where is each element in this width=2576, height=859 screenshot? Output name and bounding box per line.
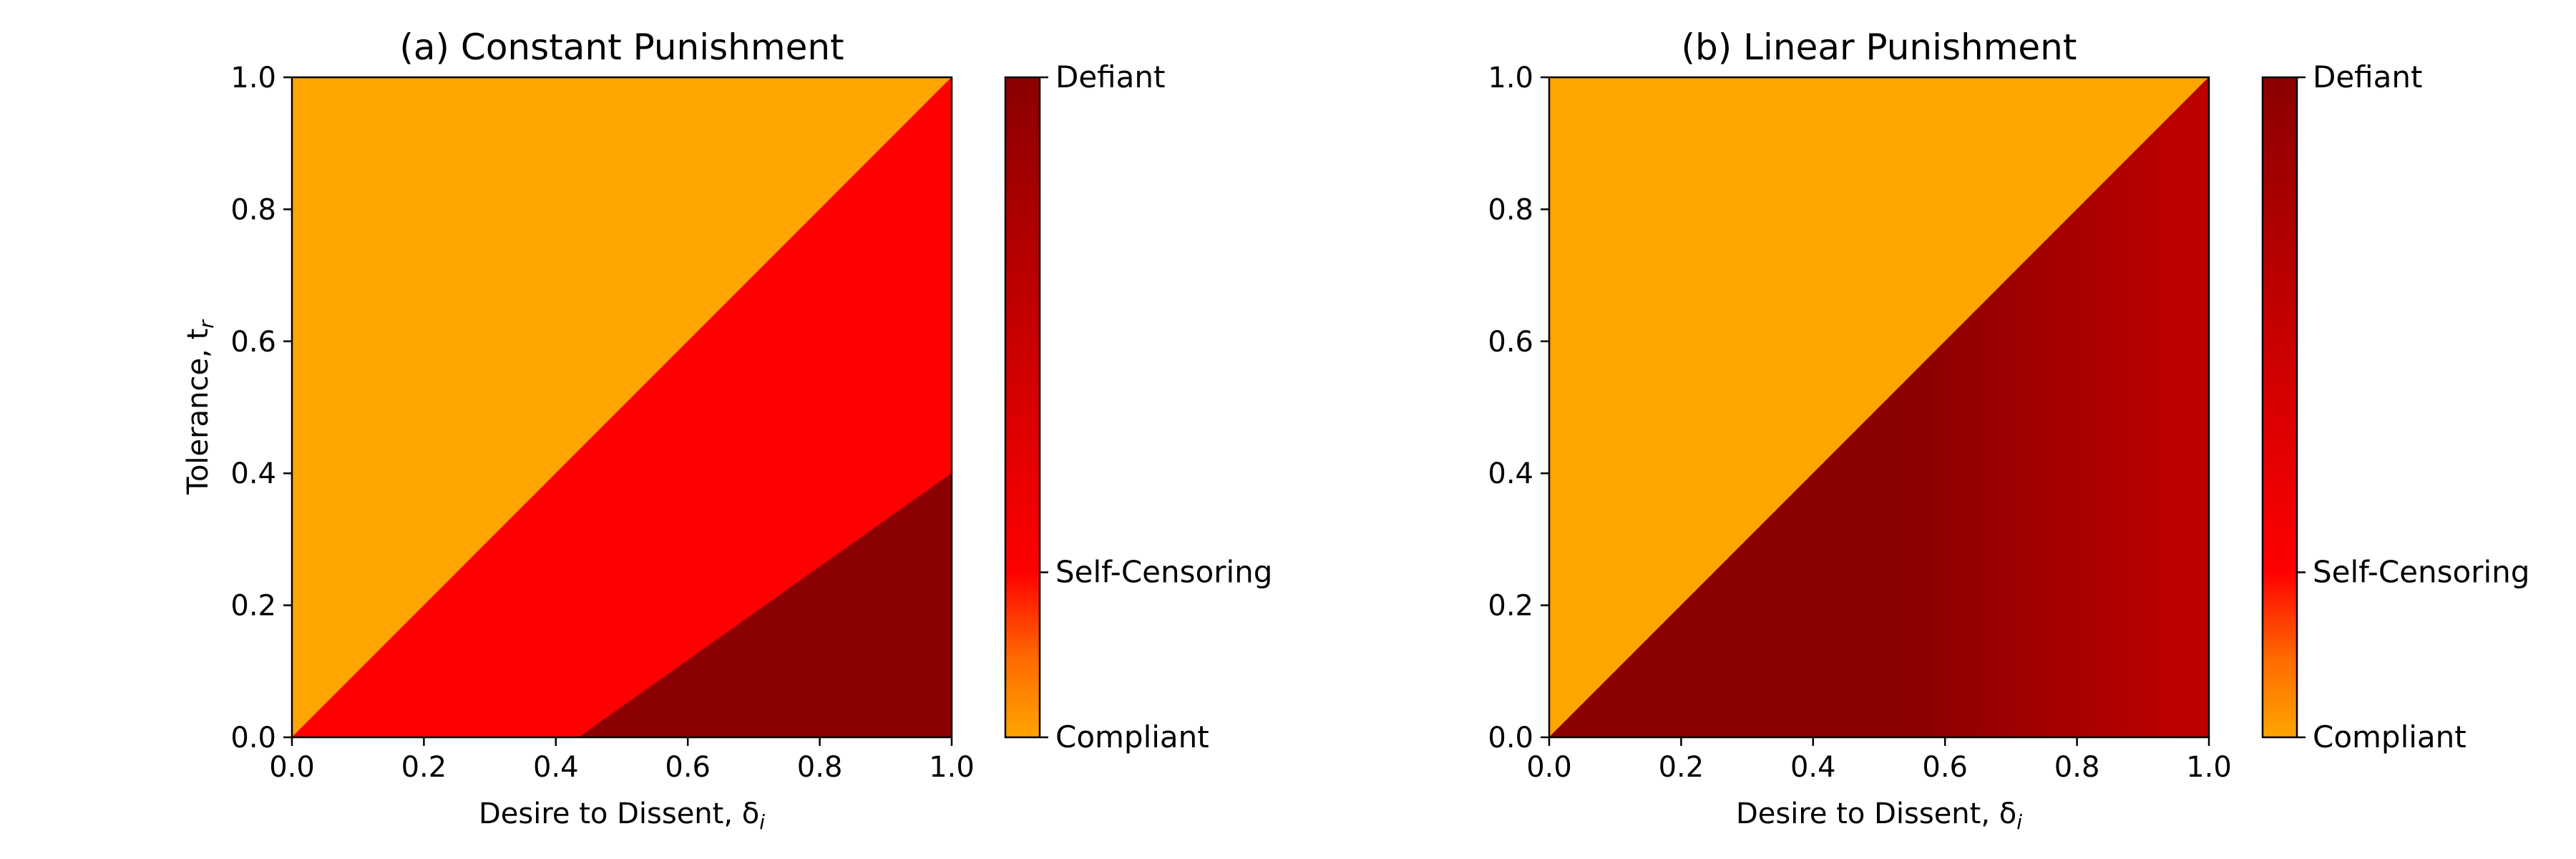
x-axis-label-subscript: i bbox=[759, 810, 765, 834]
y-tick-label: 1.0 bbox=[230, 62, 276, 94]
x-axis-label-text: Desire to Dissent, δ bbox=[1736, 797, 2016, 830]
colorbar-label-compliant: Compliant bbox=[1055, 719, 1209, 754]
x-axis-label: Desire to Dissent, δi bbox=[479, 797, 765, 834]
y-axis-label-subscript: r bbox=[195, 319, 218, 329]
x-tick-label: 0.6 bbox=[1922, 751, 1968, 784]
x-tick-label: 0.6 bbox=[665, 751, 711, 784]
y-tick-label: 0.0 bbox=[1488, 722, 1533, 754]
x-tick-label: 0.8 bbox=[2054, 751, 2100, 784]
x-axis-label-text: Desire to Dissent, δ bbox=[479, 797, 759, 830]
y-tick-label: 0.6 bbox=[230, 326, 276, 359]
y-axis-label-text: Tolerance, t bbox=[182, 329, 215, 495]
chart-title: (a) Constant Punishment bbox=[399, 26, 844, 68]
x-tick-label: 0.8 bbox=[797, 751, 843, 784]
colorbar-label-compliant: Compliant bbox=[2313, 719, 2467, 754]
plot-frame bbox=[291, 76, 953, 739]
x-tick-label: 0.2 bbox=[1659, 751, 1704, 784]
y-tick-label: 0.8 bbox=[1488, 193, 1533, 226]
x-tick-label: 1.0 bbox=[929, 751, 975, 784]
colorbar-label-self-censoring: Self-Censoring bbox=[1055, 555, 1272, 590]
panel-constant-punishment: 0.0 0.2 0.4 0.6 0.8 1.0 0.0 0.2 0.4 0.6 0.8 1.0 (a) … bbox=[182, 26, 1272, 834]
x-tick-label: 0.4 bbox=[533, 751, 579, 784]
y-tick-label: 0.2 bbox=[1488, 590, 1533, 623]
x-tick-label: 0.0 bbox=[1526, 751, 1572, 784]
colorbar bbox=[2261, 76, 2298, 739]
colorbar-label-defiant: Defiant bbox=[1055, 59, 1165, 94]
y-tick-label: 0.2 bbox=[230, 590, 276, 623]
colorbar bbox=[1004, 76, 1041, 739]
x-tick-label: 0.2 bbox=[401, 751, 447, 784]
y-tick-label: 0.4 bbox=[230, 457, 276, 490]
colorbar-label-defiant: Defiant bbox=[2313, 59, 2422, 94]
y-tick-label: 1.0 bbox=[1488, 62, 1533, 94]
chart-title: (b) Linear Punishment bbox=[1682, 26, 2077, 68]
panel-linear-punishment: 0.0 0.2 0.4 0.6 0.8 1.0 0.0 0.2 0.4 0.6 0.8 1.0 (b) … bbox=[1488, 26, 2529, 834]
x-axis-label-subscript: i bbox=[2016, 810, 2022, 834]
y-tick-label: 0.6 bbox=[1488, 326, 1533, 359]
y-tick-label: 0.4 bbox=[1488, 457, 1533, 490]
x-tick-label: 1.0 bbox=[2186, 751, 2232, 784]
y-tick-label: 0.8 bbox=[230, 193, 276, 226]
y-tick-label: 0.0 bbox=[230, 722, 276, 754]
colorbar-label-self-censoring: Self-Censoring bbox=[2313, 555, 2529, 590]
x-tick-label: 0.0 bbox=[269, 751, 315, 784]
x-tick-label: 0.4 bbox=[1790, 751, 1836, 784]
plot-frame bbox=[1548, 76, 2210, 739]
y-axis-label: Tolerance, tr bbox=[182, 319, 218, 495]
x-axis-label: Desire to Dissent, δi bbox=[1736, 797, 2022, 834]
